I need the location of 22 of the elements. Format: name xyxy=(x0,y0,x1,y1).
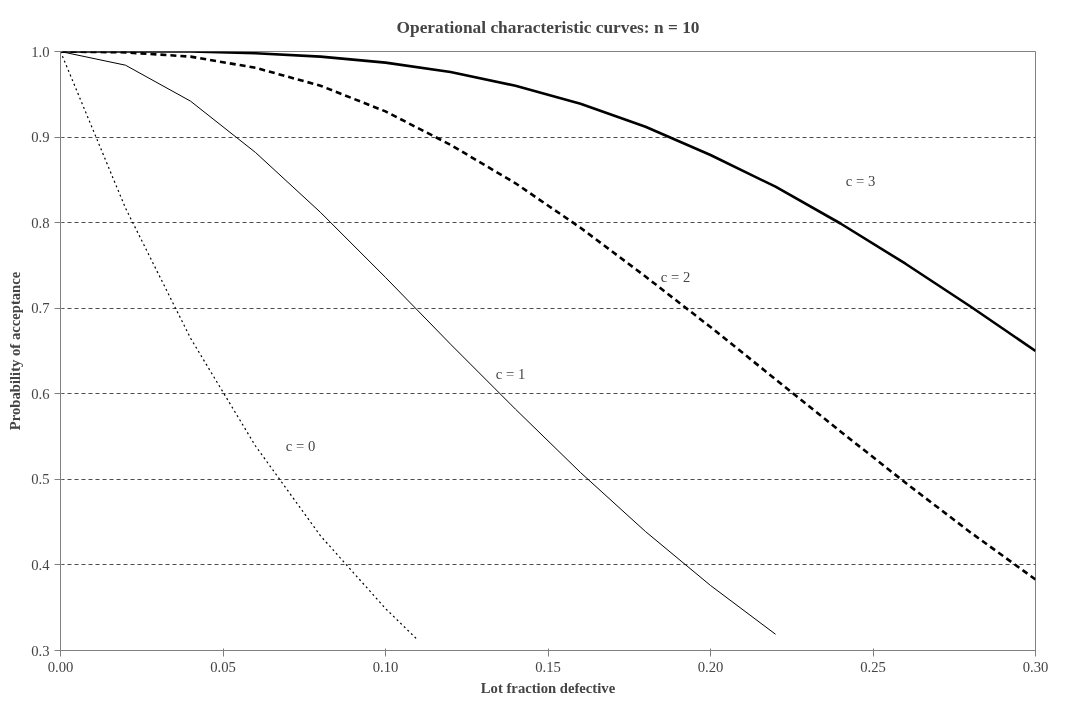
x-tick-label: 0.20 xyxy=(697,658,724,675)
x-tick-label: 0.30 xyxy=(1022,658,1049,675)
y-tick-label: 0.7 xyxy=(31,300,50,317)
y-tick-label: 0.3 xyxy=(31,642,50,659)
y-tick-label: 0.4 xyxy=(31,556,51,573)
series-label: c = 1 xyxy=(495,366,526,383)
x-tick-label: 0.10 xyxy=(372,658,399,675)
y-tick-label: 0.9 xyxy=(31,129,50,146)
y-tick-label: 0.6 xyxy=(31,385,50,402)
y-axis-title: Probability of acceptance xyxy=(7,271,24,431)
y-tick-label: 0.5 xyxy=(31,471,50,488)
text: c = 3 xyxy=(845,173,876,190)
x-tick-label: 0.05 xyxy=(210,658,236,675)
series-label: c = 0 xyxy=(285,437,316,454)
y-tick-label: 0.8 xyxy=(31,214,50,231)
x-tick-label: 0.25 xyxy=(860,658,886,675)
x-axis-title: Lot fraction defective xyxy=(480,679,616,696)
chart-title: Operational characteristic curves: n = 10 xyxy=(396,17,700,37)
x-tick-label: 0.15 xyxy=(535,658,561,675)
x-tick-label: 0.00 xyxy=(47,658,74,675)
series-label: c = 2 xyxy=(660,268,691,285)
y-tick-label: 1.0 xyxy=(31,43,50,60)
